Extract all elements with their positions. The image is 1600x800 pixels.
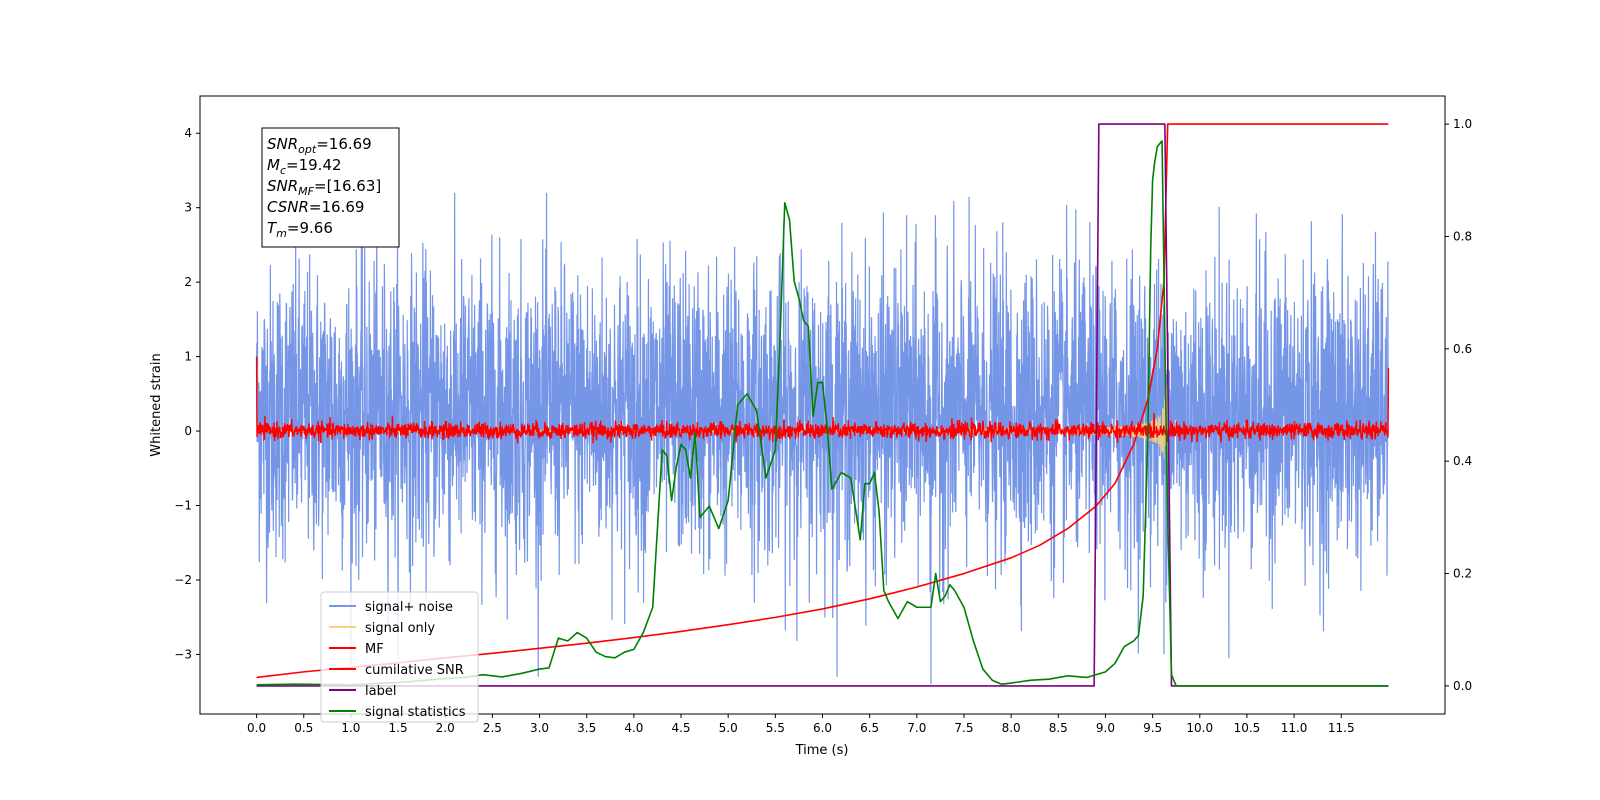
x-tick-label: 5.5 [766, 721, 785, 735]
y-left-tick-label: 1 [184, 350, 192, 364]
annotation-line: Mc=19.42 [267, 156, 342, 177]
annotation-line: SNRopt=16.69 [267, 135, 372, 156]
annotation-frame [261, 127, 400, 248]
x-tick-label: 0.0 [247, 721, 266, 735]
y-left-tick-label: −3 [174, 647, 192, 661]
series-signal-statistics [256, 140, 1389, 687]
x-tick-label: 6.5 [860, 721, 879, 735]
x-tick-label: 11.0 [1281, 721, 1308, 735]
legend-frame [320, 591, 479, 723]
annotation-line: CSNR=16.69 [267, 198, 364, 216]
y-axis-right: 0.0 0.2 0.4 0.6 0.8 1.0 [1445, 117, 1472, 693]
legend-entry: signal statistics [365, 705, 466, 720]
y-left-tick-label: 0 [184, 424, 192, 438]
x-tick-label: 1.0 [341, 721, 360, 735]
x-tick-label: 0.5 [294, 721, 313, 735]
x-tick-label: 9.0 [1096, 721, 1115, 735]
x-tick-label: 2.5 [483, 721, 502, 735]
x-tick-label: 11.5 [1328, 721, 1355, 735]
legend-entry: cumilative SNR [365, 663, 464, 678]
y-right-tick-label: 0.0 [1453, 679, 1472, 693]
y-right-tick-label: 0.8 [1453, 229, 1472, 243]
y-left-tick-label: 3 [184, 201, 192, 215]
legend-entry: label [365, 684, 396, 699]
x-tick-label: 9.5 [1143, 721, 1162, 735]
x-tick-label: 10.0 [1186, 721, 1213, 735]
annotation-line: SNRMF=[16.63] [267, 177, 381, 198]
x-tick-label: 6.0 [813, 721, 832, 735]
legend: signal+ noise signal only MF cumilative SNR… [320, 591, 479, 723]
x-tick-label: 1.5 [389, 721, 408, 735]
y-left-tick-label: 2 [184, 275, 192, 289]
series-mf [255, 356, 1390, 444]
x-tick-label: 2.0 [436, 721, 455, 735]
annotation-line: Tm=9.66 [267, 219, 333, 240]
x-tick-label: 10.5 [1234, 721, 1261, 735]
legend-entry: signal+ noise [365, 600, 453, 615]
x-tick-label: 5.0 [719, 721, 738, 735]
x-tick-label: 8.5 [1049, 721, 1068, 735]
annotation-box: SNRopt=16.69Mc=19.42SNRMF=[16.63]CSNR=16… [261, 127, 400, 248]
y-left-tick-label: −1 [174, 499, 192, 513]
y-left-tick-label: 4 [184, 126, 192, 140]
y-right-tick-label: 0.6 [1453, 342, 1472, 356]
y-axis-label: Whitened strain [149, 353, 164, 456]
series-cumulative-snr [256, 123, 1389, 679]
x-tick-label: 7.5 [954, 721, 973, 735]
y-axis-left: −3 −2 −1 0 1 2 3 4 [174, 126, 200, 661]
y-left-tick-label: −2 [174, 573, 192, 587]
x-tick-label: 7.0 [907, 721, 926, 735]
x-tick-label: 4.5 [671, 721, 690, 735]
y-right-tick-label: 1.0 [1453, 117, 1472, 131]
plot-area [255, 123, 1390, 687]
x-tick-label: 8.0 [1002, 721, 1021, 735]
x-axis-label: Time (s) [795, 743, 849, 758]
y-right-tick-label: 0.2 [1453, 567, 1472, 581]
x-tick-label: 3.0 [530, 721, 549, 735]
y-right-tick-label: 0.4 [1453, 454, 1472, 468]
x-tick-label: 3.5 [577, 721, 596, 735]
x-tick-label: 4.0 [624, 721, 643, 735]
legend-entry: signal only [365, 621, 435, 636]
x-axis: 0.0 0.5 1.0 1.5 2.0 2.5 3.0 3.5 4.0 4.5 5.0 5.5 6.0 6… [247, 714, 1355, 735]
legend-entry: MF [365, 642, 384, 657]
